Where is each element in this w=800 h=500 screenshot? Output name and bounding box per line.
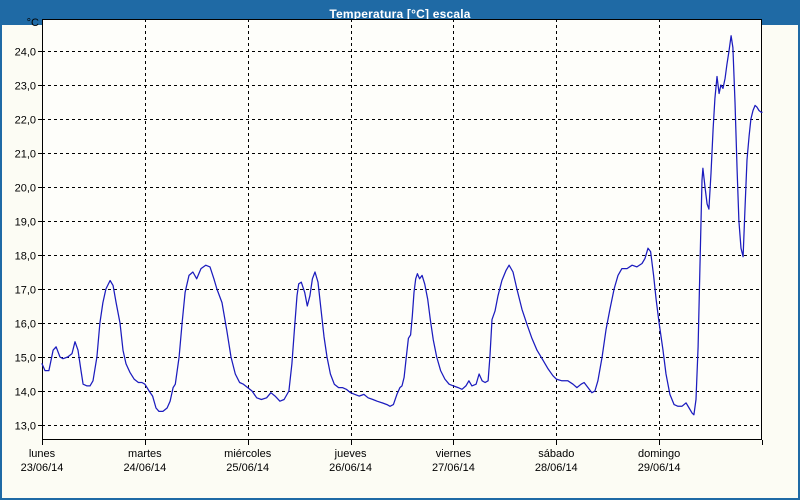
x-date-label: 25/06/14 [226,462,269,474]
x-date-label: 27/06/14 [432,462,475,474]
x-day-label: jueves [334,448,367,460]
x-date-label: 24/06/14 [123,462,166,474]
y-tick-label: 16,0 [15,319,36,331]
window-title: Temperatura [°C] escala [329,6,471,21]
x-day-label: viernes [436,448,472,460]
y-tick-label: 23,0 [15,81,36,93]
plot-area [42,19,762,440]
y-tick-label: 15,0 [15,353,36,365]
y-tick-label: 20,0 [15,183,36,195]
y-tick-label: 18,0 [15,251,36,263]
x-day-label: lunes [29,448,56,460]
x-day-label: miércoles [224,448,272,460]
x-day-label: sábado [538,448,574,460]
plot-border [42,19,762,440]
x-date-label: 28/06/14 [535,462,578,474]
y-tick-label: 21,0 [15,149,36,161]
y-tick-label: 22,0 [15,115,36,127]
x-date-label: 23/06/14 [21,462,64,474]
x-date-label: 26/06/14 [329,462,372,474]
temperature-line [41,35,763,416]
x-date-label: 29/06/14 [638,462,681,474]
x-day-label: martes [128,448,162,460]
y-axis-unit-label: °C [27,17,39,29]
y-tick-label: 13,0 [15,421,36,433]
x-day-label: domingo [638,448,680,460]
temperature-chart-canvas: 24,0 23,0 22,0 21,0 20,0 19,0 18,0 17,0 16,0 15,0… [15,17,763,474]
y-tick-label: 17,0 [15,285,36,297]
y-tick-label: 24,0 [15,47,36,59]
y-tick-label: 19,0 [15,217,36,229]
y-tick-label: 14,0 [15,387,36,399]
